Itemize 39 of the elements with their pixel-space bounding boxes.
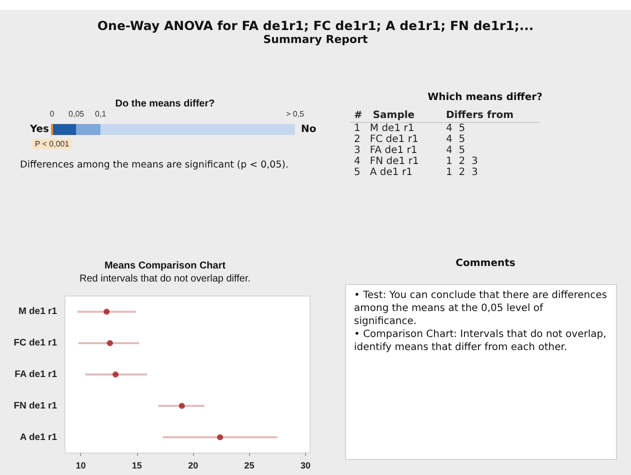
x-tick-label: 0,05 — [68, 110, 85, 118]
text: No — [301, 124, 316, 135]
x-tick-label: 25 — [244, 460, 254, 470]
x-tick-label: 0,1 — [95, 110, 107, 118]
chart-subtitle: Red intervals that do not overlap differ. — [79, 274, 251, 284]
y-tick-label: A de1 r1 — [20, 432, 58, 443]
text: • Test: You can conclude that there are differences among the means at the 0,05 level of significance. — [354, 289, 608, 328]
x-tick-label: 20 — [188, 460, 198, 470]
chart-title: Do the means differ? — [115, 98, 215, 110]
y-tick-label: FN de1 r1 — [14, 400, 58, 412]
text: 5 A de1 r1 — [354, 167, 412, 178]
text: Which means differ? — [426, 92, 544, 103]
y-tick-label: FC de1 r1 — [14, 338, 58, 349]
text: # Sample — [354, 110, 415, 120]
text: • Comparison Chart: Intervals that do not overlap, identify means that differ from each other. — [354, 328, 608, 354]
text: 1 2 3 — [445, 156, 479, 167]
text: 3 FA de1 r1 — [354, 145, 418, 156]
text: Differences among the means are significant (p < 0,05). — [20, 160, 288, 170]
x-tick-label: 30 — [300, 460, 311, 470]
x-tick-label: 15 — [132, 460, 142, 470]
text: Summary Report — [262, 33, 369, 46]
ref-line-label: P < 0,001 — [34, 140, 70, 148]
text: Yes — [28, 124, 50, 135]
text: Comments — [454, 258, 516, 269]
x-tick-label: 0 — [50, 110, 55, 118]
y-tick-label: M de1 r1 — [18, 306, 58, 318]
text: Differs from — [445, 108, 515, 122]
text: 4 5 — [445, 122, 466, 134]
text: 1 2 3 — [445, 167, 479, 178]
text: 4 5 — [445, 145, 466, 156]
text: 4 FN de1 r1 — [354, 156, 419, 167]
chart-title: Means Comparison Chart — [104, 260, 226, 272]
x-tick-label: 10 — [76, 460, 86, 470]
y-tick-label: FA de1 r1 — [14, 369, 58, 380]
text: 4 5 — [445, 134, 466, 145]
text: 1 M de1 r1 — [354, 123, 414, 134]
text: One-Way ANOVA for FA de1r1; FC de1r1; A de1r1; FN de1r1;... — [96, 18, 535, 33]
text: 2 FC de1 r1 — [354, 134, 418, 145]
x-tick-label: > 0,5 — [286, 110, 305, 118]
